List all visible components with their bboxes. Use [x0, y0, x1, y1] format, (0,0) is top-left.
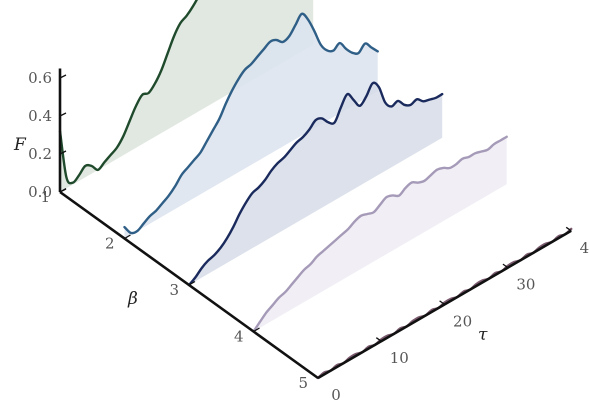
z-tick-label: 0.0 — [28, 183, 52, 201]
tau-tick-mark — [565, 226, 572, 232]
beta-tick-mark — [124, 234, 131, 240]
beta-tick-label: 2 — [105, 235, 115, 253]
series-line-beta-2 — [123, 12, 379, 235]
tau-tick-mark — [502, 263, 509, 269]
beta-tick-mark — [188, 280, 196, 286]
tau-tick-label: 0 — [331, 386, 341, 400]
z-tick-mark — [59, 150, 67, 155]
tau-tick-label: 30 — [516, 276, 535, 294]
beta-tick-mark — [253, 327, 260, 333]
beta-tick-label: 3 — [169, 281, 179, 299]
tau-tick-label: 10 — [390, 349, 409, 367]
z-tick-mark — [59, 74, 67, 79]
beta-axis-title: β — [127, 289, 138, 309]
series-fill-beta-1 — [60, 0, 314, 192]
tau-tick-mark — [439, 300, 445, 305]
series-line-beta-1 — [58, 0, 199, 185]
z-tick-mark — [59, 112, 67, 117]
z-tick-label: 0.2 — [28, 145, 52, 163]
tau-tick-label: 40 — [580, 239, 590, 257]
beta-tick-label: 4 — [234, 328, 244, 346]
series-fill-beta-3 — [189, 82, 443, 285]
z-tick-label: 0.6 — [28, 69, 52, 87]
series-fills — [60, 0, 572, 378]
tau-axis-title: τ — [478, 325, 488, 345]
beta-tick-mark — [317, 373, 325, 379]
beta-tick-label: 1 — [40, 188, 50, 206]
beta-tick-label: 5 — [298, 374, 308, 392]
series-line-beta-3 — [187, 81, 444, 287]
tau-tick-mark — [375, 337, 382, 342]
beta-tick-mark — [59, 187, 67, 193]
series-line-beta-4 — [252, 135, 508, 333]
series-fill-beta-4 — [253, 136, 507, 332]
axes: 0.0 0.2 0.4 0.6 1 2 3 4 5 0 10 20 30 40 — [28, 68, 590, 400]
z-axis-title: F — [13, 135, 27, 155]
z-tick-label: 0.4 — [28, 107, 52, 125]
series-fill-beta-2 — [124, 13, 378, 239]
tau-tick-label: 20 — [453, 312, 472, 330]
tau-tick-mark — [312, 373, 319, 379]
